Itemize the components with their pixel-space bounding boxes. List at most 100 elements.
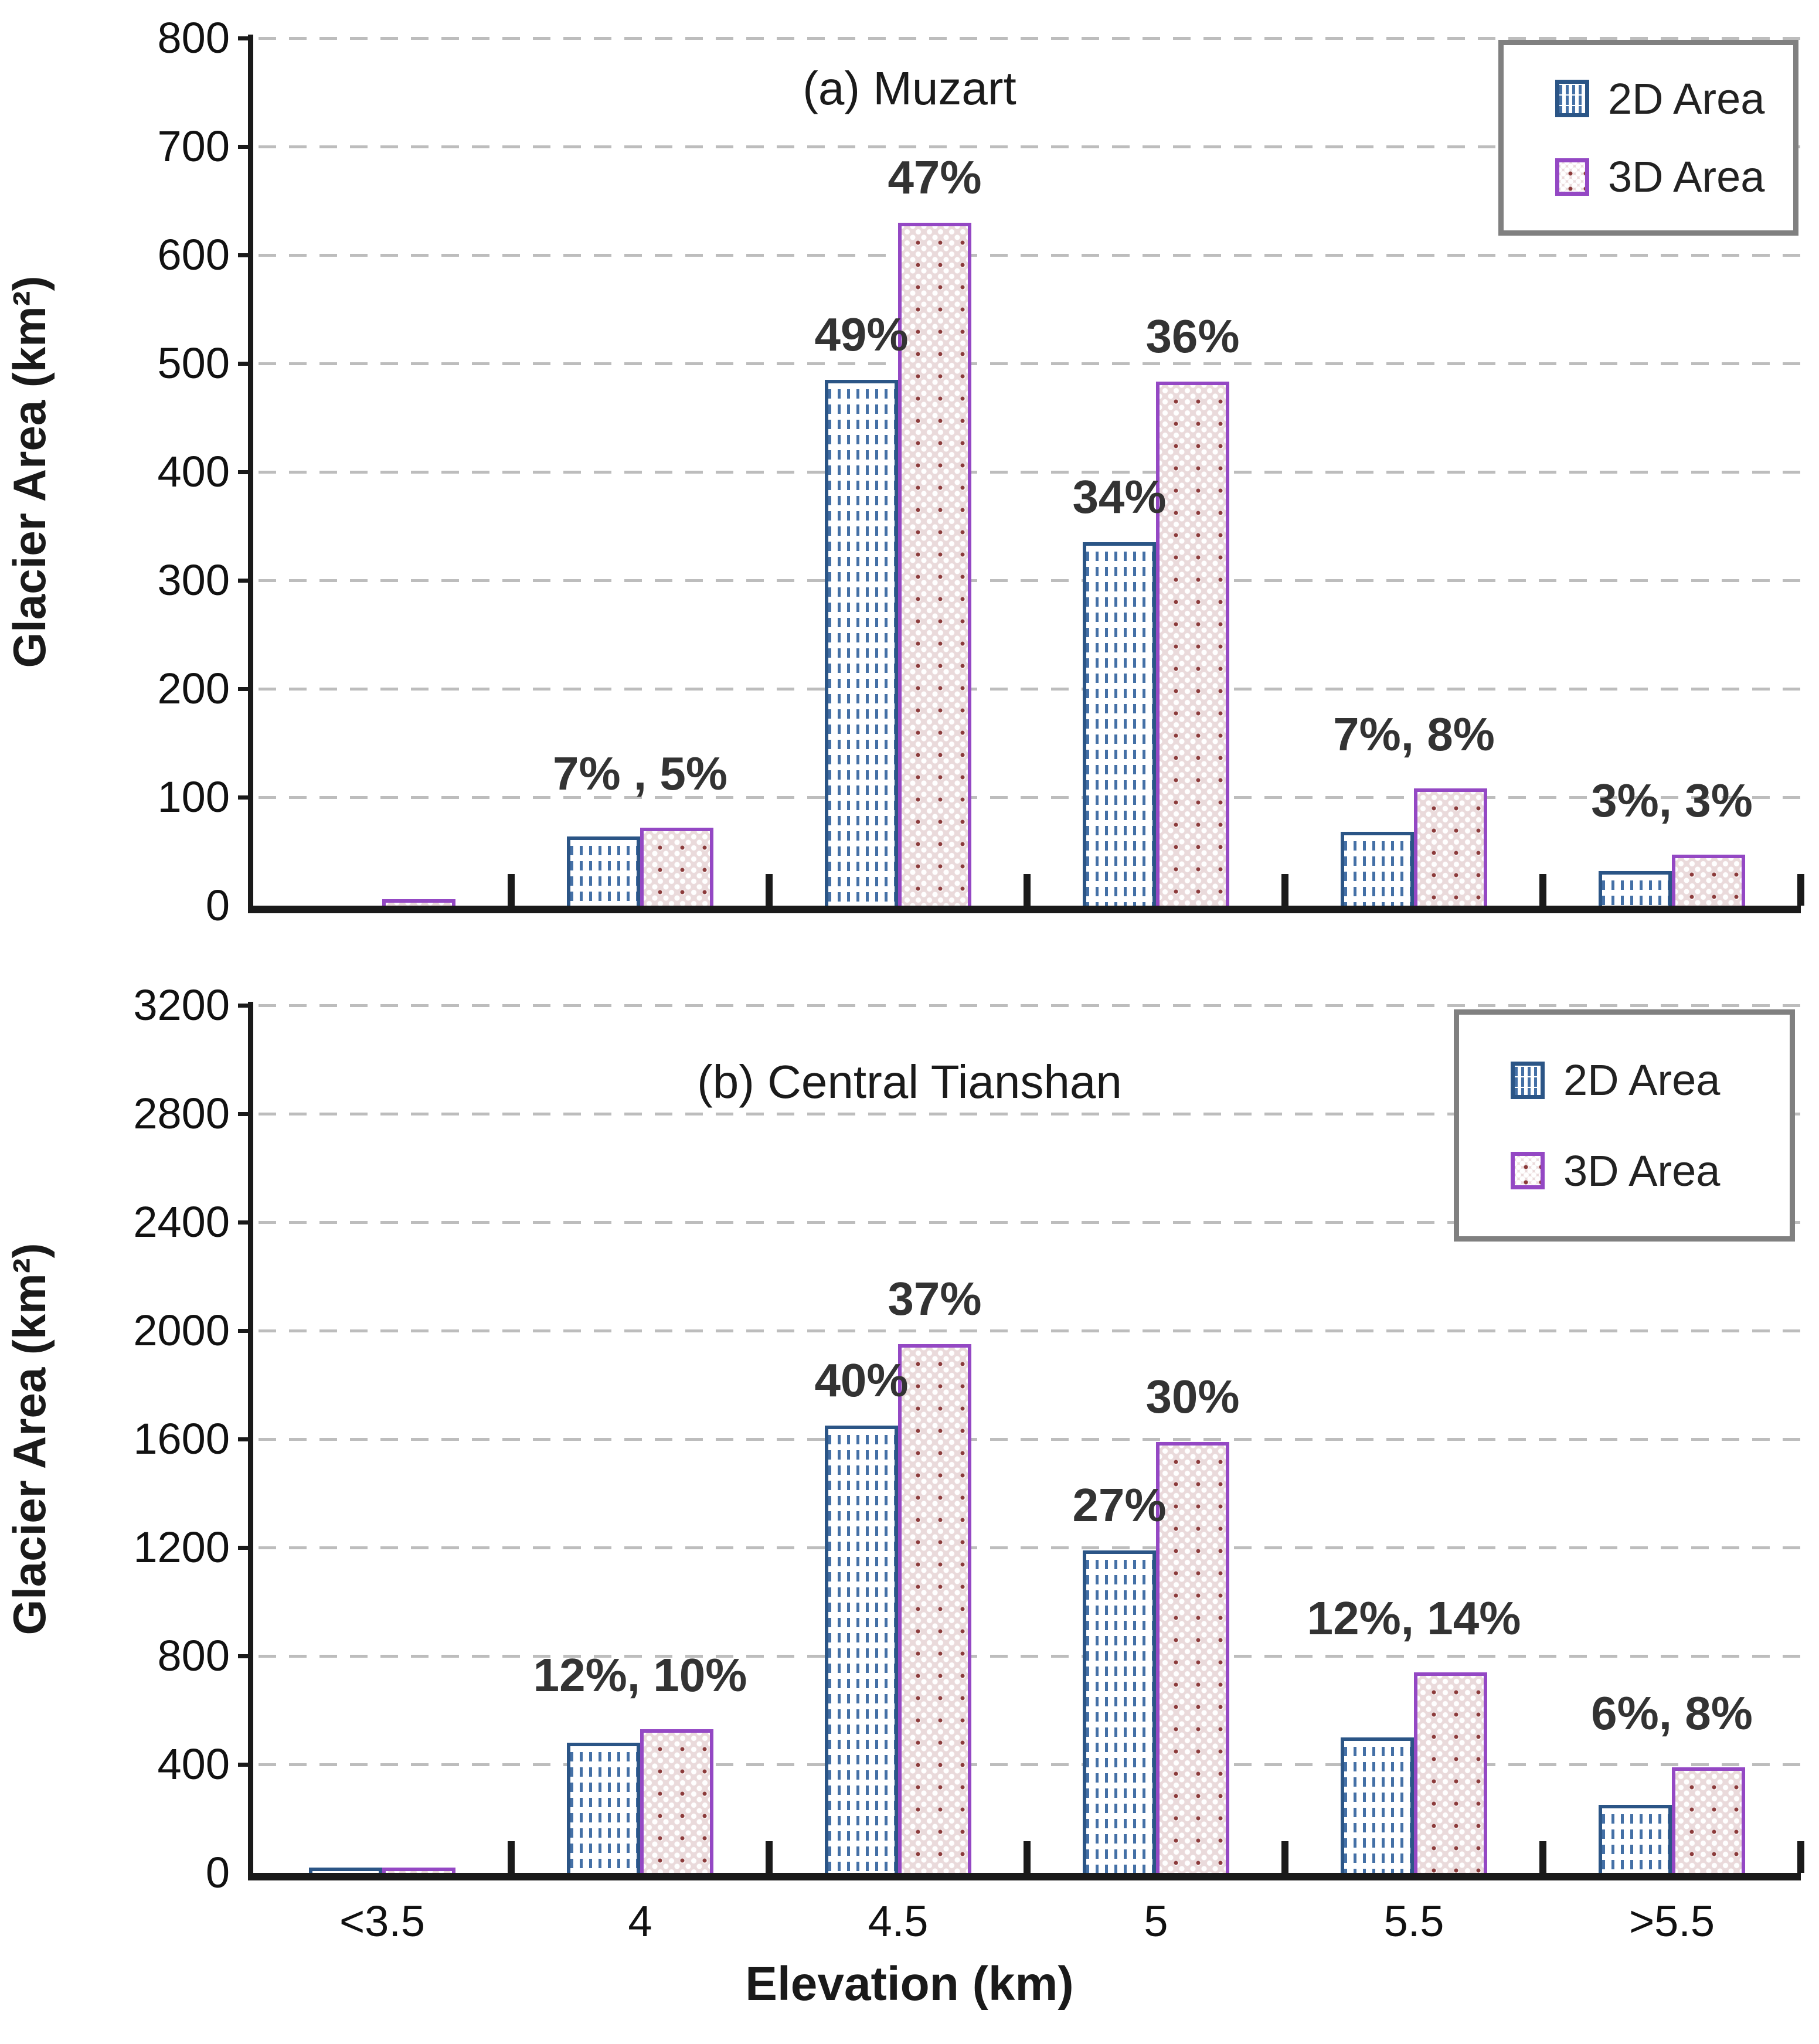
y-tick-label: 1600 <box>133 1414 230 1463</box>
gridline <box>259 579 1801 582</box>
y-axis-tick <box>238 362 253 366</box>
y-tick-label: 400 <box>157 1740 230 1788</box>
legend-panel-b: 2D Area 3D Area <box>1454 1009 1795 1242</box>
legend-entry-3d-area: 3D Area <box>1555 152 1793 202</box>
bar-2d-area <box>567 1743 640 1873</box>
bar-percentage-label: 27% <box>1072 1478 1167 1531</box>
gridline <box>259 254 1801 257</box>
bar-percentage-label: 12%, 10% <box>533 1648 747 1701</box>
x-tick-label: 5.5 <box>1383 1897 1444 1946</box>
y-tick-label: 300 <box>157 556 230 604</box>
x-axis-tick <box>766 1841 773 1873</box>
bar-percentage-label: 30% <box>1145 1370 1240 1423</box>
bar-percentage-label: 47% <box>888 151 982 203</box>
bar-3d-area <box>382 899 455 906</box>
y-axis-tick <box>238 1654 253 1658</box>
bar-2d-area <box>1341 832 1414 906</box>
bar-percentage-label: 36% <box>1145 310 1240 363</box>
panel-a-title: (a) Muzart <box>803 62 1016 114</box>
bar-3d-area <box>1672 855 1745 906</box>
bar-3d-area <box>1672 1767 1745 1873</box>
legend-label-2d-area: 2D Area <box>1608 74 1765 123</box>
legend-swatch-3d-area-icon <box>1511 1152 1545 1190</box>
y-axis-tick <box>238 1004 253 1008</box>
y-axis-tick <box>238 687 253 691</box>
x-axis-tick <box>508 874 515 906</box>
bar-3d-area <box>898 222 971 906</box>
x-tick-label: 5 <box>1144 1897 1168 1946</box>
bar-percentage-label: 7% , 5% <box>553 747 727 800</box>
legend-swatch-2d-area-icon <box>1555 80 1589 118</box>
y-axis-title-panel-b: Glacier Area (km²) <box>4 1243 55 1635</box>
y-axis-tick <box>238 1112 253 1116</box>
bar-3d-area <box>1156 1441 1229 1873</box>
x-axis-line <box>248 1873 1801 1880</box>
x-axis-tick <box>1024 874 1031 906</box>
y-tick-label: 600 <box>157 230 230 279</box>
gridline <box>259 1329 1801 1332</box>
bar-2d-area <box>1599 1805 1672 1873</box>
bar-2d-area <box>1341 1737 1414 1873</box>
legend-swatch-3d-area-icon <box>1555 158 1589 196</box>
y-axis-tick <box>238 795 253 800</box>
gridline <box>259 362 1801 365</box>
x-tick-label: >5.5 <box>1628 1897 1715 1946</box>
y-tick-label: 2000 <box>133 1306 230 1355</box>
bar-3d-area <box>382 1867 455 1873</box>
gridline <box>259 796 1801 799</box>
y-axis-tick <box>238 1220 253 1225</box>
bar-2d-area <box>309 1867 382 1873</box>
y-axis-tick <box>238 1329 253 1333</box>
bar-percentage-label: 7%, 8% <box>1333 708 1495 761</box>
bar-3d-area <box>1414 788 1487 906</box>
x-axis-tick <box>1281 1841 1288 1873</box>
x-tick-label: 4.5 <box>868 1897 929 1946</box>
bar-3d-area <box>640 1729 713 1873</box>
bar-percentage-label: 49% <box>814 308 909 360</box>
legend-entry-2d-area: 2D Area <box>1555 74 1793 124</box>
y-tick-label: 200 <box>157 664 230 713</box>
y-tick-label: 3200 <box>133 981 230 1029</box>
bar-percentage-label: 37% <box>888 1273 982 1325</box>
legend-panel-a: 2D Area 3D Area <box>1498 40 1798 236</box>
y-tick-label: 1200 <box>133 1523 230 1572</box>
gridline <box>259 1546 1801 1549</box>
x-tick-label: <3.5 <box>339 1897 426 1946</box>
gridline <box>259 1763 1801 1766</box>
x-axis-tick <box>1797 874 1804 906</box>
bar-3d-area <box>640 827 713 906</box>
bar-percentage-label: 12%, 14% <box>1307 1591 1521 1644</box>
y-axis-tick <box>238 1546 253 1550</box>
legend-swatch-2d-area-icon <box>1511 1061 1545 1099</box>
bar-3d-area <box>898 1344 971 1873</box>
y-axis-tick <box>238 1763 253 1767</box>
y-tick-label: 0 <box>205 1848 230 1897</box>
gridline <box>259 1004 1801 1007</box>
bar-2d-area <box>825 379 898 906</box>
gridline <box>259 37 1801 40</box>
gridline <box>259 688 1801 691</box>
bar-percentage-label: 3%, 3% <box>1591 774 1753 827</box>
legend-entry-3d-area: 3D Area <box>1511 1146 1790 1196</box>
y-tick-label: 700 <box>157 122 230 171</box>
y-tick-label: 0 <box>205 881 230 930</box>
y-tick-label: 2400 <box>133 1198 230 1246</box>
y-axis-tick <box>238 470 253 474</box>
gridline <box>259 145 1801 148</box>
legend-entry-2d-area: 2D Area <box>1511 1055 1790 1105</box>
x-axis-tick <box>1539 874 1546 906</box>
x-axis-title: Elevation (km) <box>745 1957 1074 2011</box>
y-axis-line <box>248 35 253 909</box>
y-tick-label: 500 <box>157 339 230 387</box>
gridline <box>259 1438 1801 1441</box>
gridline <box>259 1221 1801 1224</box>
bar-percentage-label: 6%, 8% <box>1591 1686 1753 1739</box>
x-axis-tick <box>1281 874 1288 906</box>
y-tick-label: 100 <box>157 773 230 821</box>
y-axis-line <box>248 1002 253 1876</box>
x-axis-tick <box>508 1841 515 1873</box>
bar-2d-area <box>1083 1550 1156 1873</box>
bar-3d-area <box>1414 1672 1487 1873</box>
y-tick-label: 400 <box>157 447 230 496</box>
